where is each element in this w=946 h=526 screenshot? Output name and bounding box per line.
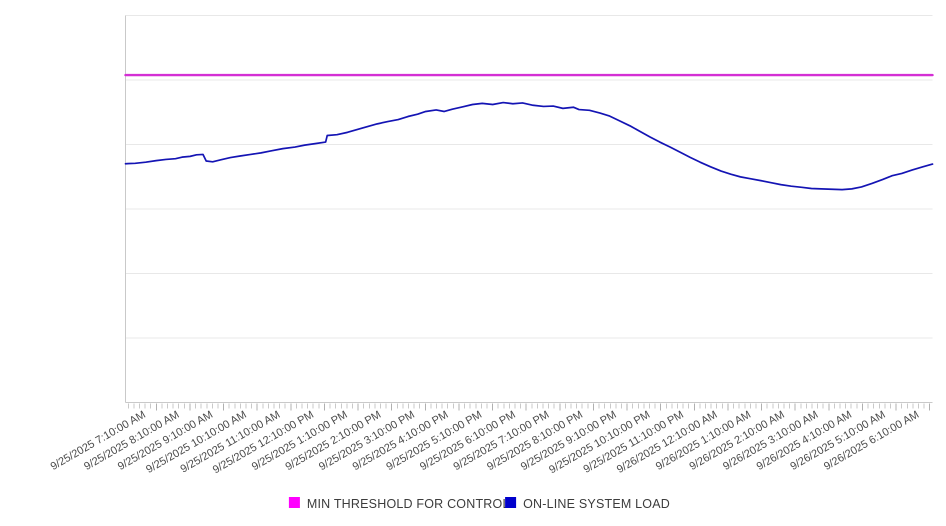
x-axis-ticks-group [127,403,931,411]
legend-label-0[interactable]: MIN THRESHOLD FOR CONTROL [307,497,510,511]
x-axis-labels-group: 9/25/2025 7:10:00 AM9/25/2025 8:10:00 AM… [49,409,922,477]
chart-legend: MIN THRESHOLD FOR CONTROL ON-LINE SYSTEM … [288,497,670,511]
series-group [124,73,934,191]
legend-swatch-0[interactable] [288,497,300,508]
axes-group [125,15,933,403]
series-line-1 [124,101,934,191]
legend-swatch-1[interactable] [505,497,517,508]
legend-label-1[interactable]: ON-LINE SYSTEM LOAD [523,497,670,511]
